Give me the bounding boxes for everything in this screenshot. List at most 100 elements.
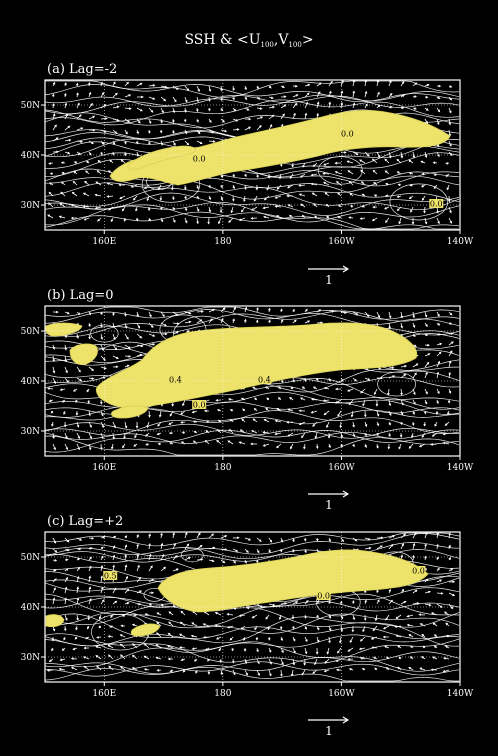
velocity-vector [364,377,371,381]
velocity-vector [424,590,431,594]
velocity-vector [75,399,78,403]
velocity-vector [397,645,402,649]
velocity-vector [304,636,308,643]
velocity-vector [396,206,402,212]
velocity-vector [76,575,80,583]
velocity-vector [238,614,246,617]
velocity-vector [208,184,211,189]
velocity-vector [445,622,450,627]
velocity-vector [412,532,417,539]
velocity-vector [100,129,107,133]
velocity-vector [208,118,212,124]
velocity-vector [447,410,450,416]
velocity-vector [448,140,452,147]
velocity-vector [82,205,90,208]
velocity-vector [184,206,188,212]
velocity-vector [94,193,102,197]
velocity-vector [303,377,307,383]
velocity-vector [436,322,441,326]
velocity-vector [277,397,282,401]
velocity-vector [400,399,404,406]
velocity-vector [160,85,168,89]
velocity-vector [148,217,151,222]
velocity-vector [436,388,440,395]
velocity-vector [71,191,78,197]
streamline [44,429,460,444]
velocity-vector [340,311,347,314]
velocity-vector [106,182,114,186]
velocity-vector [419,667,426,671]
velocity-vector [388,432,391,437]
panel-a: (a) Lag=-2 160E 180 160W 140W 50N 40N 30N 0.0 0.… [21,62,474,287]
velocity-vector [251,614,258,619]
velocity-vector [87,399,91,405]
velocity-vector [340,614,344,620]
contour-label: 0.5 [104,572,117,581]
velocity-vector [74,636,78,640]
reference-vector-arrow [308,716,350,724]
velocity-vector [143,668,150,671]
velocity-vector [436,118,440,126]
velocity-vector [132,643,138,649]
velocity-vector [180,421,186,424]
velocity-vector [328,90,332,98]
velocity-vector [100,322,103,328]
velocity-vector [323,410,330,416]
velocity-vector [400,410,404,416]
velocity-vector [208,559,215,563]
velocity-vector [47,214,54,219]
velocity-vector [88,586,92,594]
velocity-vector [323,669,330,673]
velocity-vector [207,217,210,225]
velocity-vector [424,371,428,379]
velocity-vector [112,344,118,351]
velocity-vector [208,318,213,324]
velocity-vector [64,311,70,315]
velocity-vector [298,184,306,187]
velocity-vector [184,217,188,224]
velocity-vector [112,311,115,317]
velocity-vector [156,621,162,627]
velocity-vector [412,82,418,87]
velocity-vector [388,410,392,416]
velocity-vector [112,118,120,122]
velocity-vector [76,140,84,143]
velocity-vector [160,107,164,114]
velocity-vector [376,589,379,594]
velocity-vector [337,192,342,197]
velocity-vector [216,636,222,640]
velocity-vector [436,96,441,99]
velocity-vector [135,140,139,145]
velocity-vector [436,399,439,405]
velocity-vector [88,547,93,550]
velocity-vector [232,318,235,324]
velocity-vector [348,668,354,671]
velocity-vector [136,353,143,357]
streamline [44,634,460,653]
velocity-vector [112,140,116,146]
velocity-vector [110,217,114,223]
velocity-vector [360,205,366,208]
velocity-vector [73,171,78,175]
velocity-vector [412,333,416,338]
velocity-vector [256,669,260,677]
velocity-vector [64,151,71,155]
y-tick-label: 40N [21,377,40,387]
velocity-vector [371,646,378,649]
velocity-vector [180,441,186,445]
velocity-vector [326,647,330,655]
velocity-vector [280,636,283,642]
panel-b-ssh-patch-south [111,405,149,419]
velocity-vector [85,170,90,175]
velocity-vector [278,386,282,390]
velocity-vector [112,554,116,561]
velocity-vector [315,647,319,655]
reference-vector-arrow [308,490,350,498]
velocity-vector [88,556,92,561]
velocity-vector [160,553,165,561]
velocity-vector [388,311,392,319]
velocity-vector [83,217,90,221]
velocity-vector [424,343,430,347]
velocity-vector [130,184,138,188]
velocity-vector [424,311,428,318]
